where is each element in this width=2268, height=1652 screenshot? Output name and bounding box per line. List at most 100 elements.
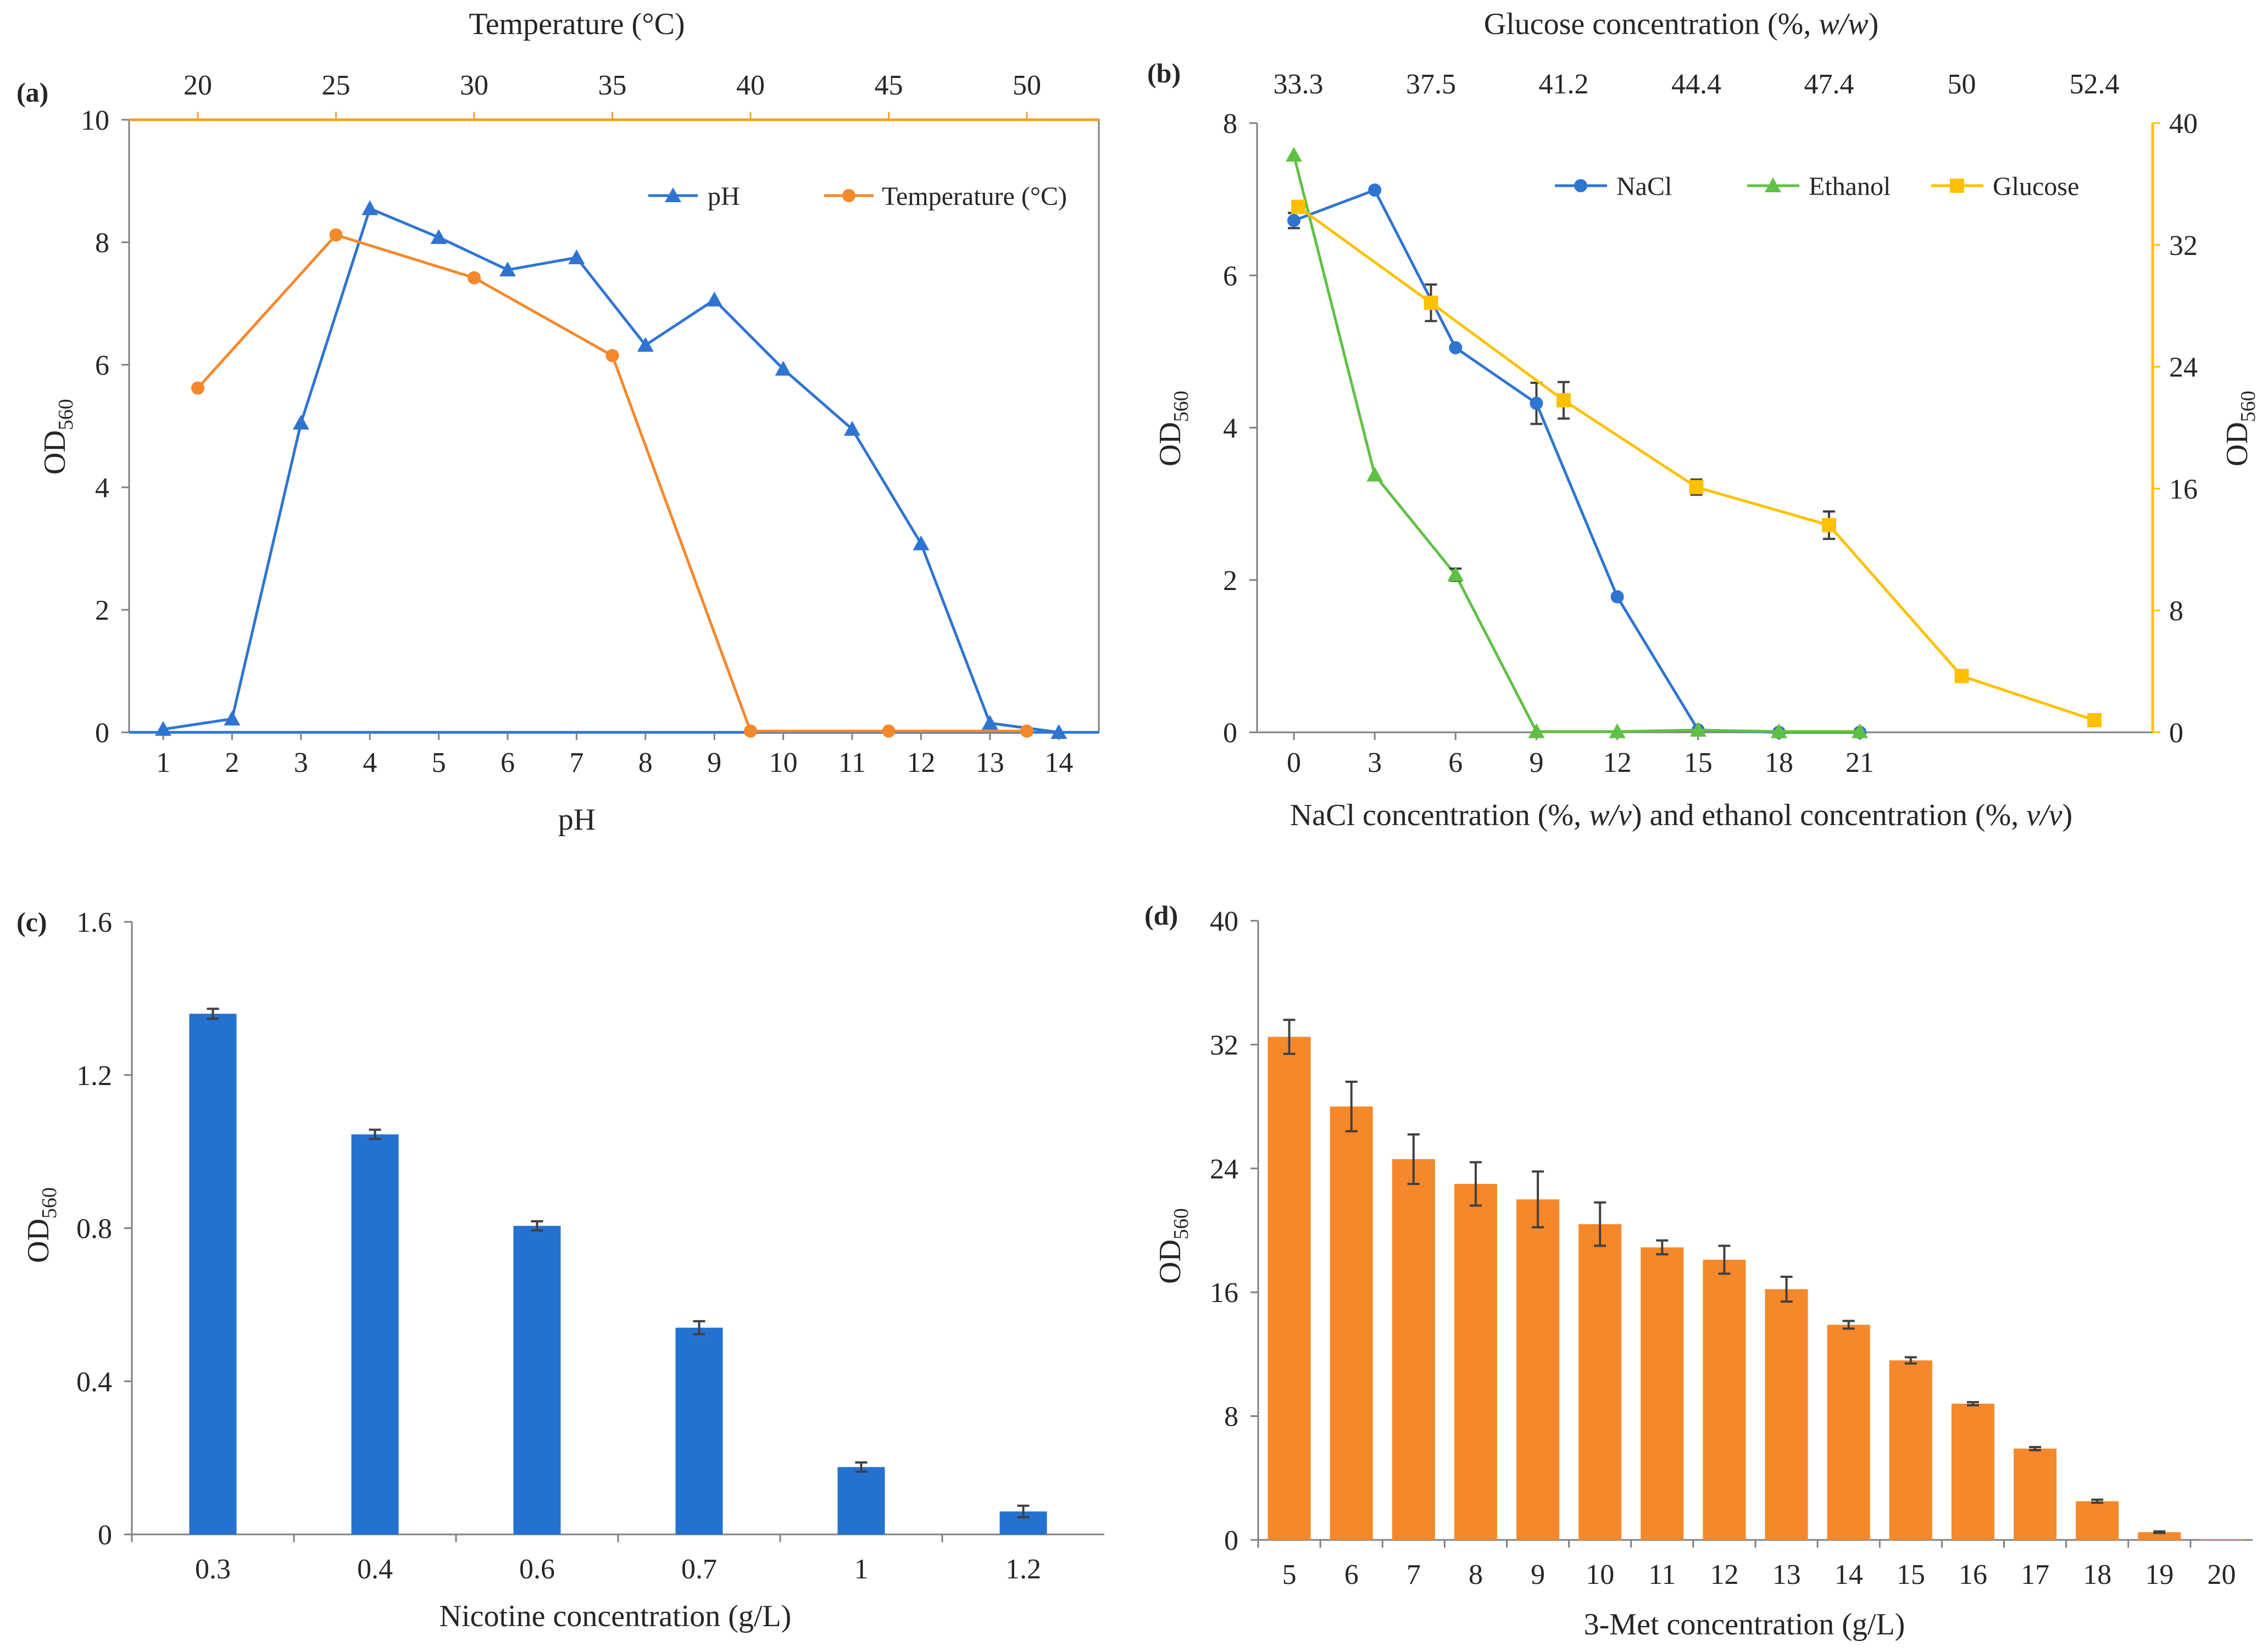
panel-a-plot-frame (128, 119, 1100, 733)
panel-c-errbar-4 (855, 1461, 868, 1473)
panel-a-top-tick-label: 50 (1013, 70, 1041, 101)
panel-a-x-tick-label: 14 (1044, 747, 1073, 778)
panel-d-errbar-13 (2091, 1498, 2104, 1504)
panel-b-top-tick-label: 52.4 (2070, 69, 2120, 100)
panel-a-point-1-2 (468, 271, 481, 285)
panel-b-point-2-5 (1954, 669, 1969, 683)
panel-c-y-tick-label: 0 (98, 1520, 112, 1551)
panel-b-top-tick-label: 33.3 (1274, 69, 1324, 100)
panel-d-errbar-14 (2153, 1530, 2166, 1534)
panel-b-point-0-0 (1287, 214, 1300, 227)
panel-b-top-axis-title: Glucose concentration (%, w/w) (1484, 7, 1878, 41)
panel-b-point-0-1 (1368, 183, 1382, 197)
panel-c-errbar-2 (531, 1220, 543, 1232)
panel-b-legend-label-2: Glucose (1993, 172, 2079, 201)
panel-d-x-tick-label-14: 19 (2145, 1559, 2174, 1590)
panel-b-point-2-2 (1557, 393, 1571, 408)
panel-b-x-tick-label: 18 (1765, 747, 1793, 778)
panel-c-label: (c) (16, 906, 47, 937)
panel-c-x-tick-label-5: 1.2 (1005, 1554, 1041, 1585)
panel-a-top-tick-label: 20 (184, 70, 212, 101)
panel-b-y-axis-label: OD560 (1153, 391, 1193, 466)
panel-c-bar-0 (189, 1014, 237, 1534)
panel-b-x-tick-label: 12 (1603, 747, 1632, 778)
panel-a-legend-label-temp: Temperature (°C) (882, 182, 1067, 211)
panel-b-legend-marker-1 (1765, 177, 1781, 192)
panel-d-y-tick-label: 24 (1210, 1154, 1238, 1185)
panel-a-y-axis-label: OD560 (38, 399, 77, 475)
panel-d-x-tick-label-4: 9 (1531, 1559, 1545, 1590)
panel-a-point-0-11 (913, 535, 930, 550)
panel-b-x-axis-label: NaCl concentration (%, w/v) and ethanol … (1290, 798, 2072, 832)
panel-c-errbar-1 (369, 1128, 381, 1141)
panel-b-top-tick-label: 41.2 (1539, 69, 1589, 100)
panel-d-bar-7 (1703, 1260, 1746, 1540)
panel-b-top-tick-label: 47.4 (1804, 69, 1854, 100)
panel-b-legend-marker-0 (1574, 179, 1587, 192)
panel-a-series-line-1 (197, 233, 1027, 733)
panel-d-bar-0 (1268, 1037, 1311, 1540)
panel-d-errbar-8 (1780, 1276, 1793, 1303)
panel-a-top-tick-label: 30 (460, 70, 488, 101)
panel-a-series-line-0 (163, 207, 1059, 734)
panel-d-bar-10 (1889, 1360, 1932, 1540)
panel-d-x-tick-label-6: 11 (1648, 1559, 1676, 1590)
panel-a-x-tick-label: 13 (976, 747, 1004, 778)
panel-b-x-tick-label: 3 (1368, 747, 1382, 778)
panel-a-point-1-5 (882, 724, 896, 738)
panel-a-y-tick-label: 8 (95, 227, 109, 259)
panel-a-point-0-5 (499, 262, 516, 277)
panel-c-x-axis-label: Nicotine concentration (g/L) (440, 1599, 792, 1633)
panel-b-y-tick-label: 8 (1223, 108, 1237, 140)
panel-d-bar-8 (1765, 1289, 1808, 1540)
panel-b-x-tick-label: 6 (1448, 747, 1463, 778)
panel-a-point-0-7 (637, 337, 654, 352)
panel-a-point-0-1 (224, 710, 241, 726)
panel-a-x-tick-label: 8 (638, 747, 653, 778)
panel-c-x-tick-label-2: 0.6 (519, 1554, 555, 1585)
panel-a-point-0-13 (1050, 724, 1068, 739)
panel-b-top-tick-label: 44.4 (1671, 69, 1721, 100)
panel-d-x-axis-label: 3-Met concentration (g/L) (1584, 1607, 1905, 1642)
panel-a-y-tick-label: 0 (95, 717, 109, 749)
panel-a-top-tick-label: 35 (598, 70, 627, 101)
panel-d-x-tick-label-13: 18 (2083, 1559, 2111, 1590)
panel-b-legend-label-0: NaCl (1616, 172, 1672, 201)
panel-b-point-2-4 (1822, 518, 1836, 532)
panel-c-x-tick-label-0: 0.3 (195, 1554, 231, 1585)
panel-d-bar-12 (2014, 1448, 2057, 1540)
panel-b-label: (b) (1147, 58, 1181, 88)
panel-d-y-tick-label: 16 (1210, 1277, 1238, 1309)
panel-d-bar-11 (1951, 1404, 1994, 1540)
panel-d-errbar-11 (1966, 1401, 1979, 1406)
panel-b-series-line-1 (1292, 154, 1860, 733)
panel-d-errbar-12 (2029, 1445, 2042, 1451)
panel-b-legend-label-1: Ethanol (1809, 172, 1891, 201)
panel-d-x-tick-label-0: 5 (1282, 1559, 1297, 1590)
panel-d-bar-6 (1641, 1247, 1684, 1540)
panel-d-x-tick-label-9: 14 (1835, 1559, 1863, 1590)
panel-a-point-0-4 (430, 229, 447, 244)
panel-a-y-tick-label: 6 (95, 350, 109, 381)
panel-b-y-tick-label: 6 (1223, 260, 1237, 292)
panel-a-x-tick-label: 5 (432, 747, 446, 778)
panel-a-top-tick-label: 25 (322, 70, 351, 101)
panel-d-errbar-2 (1407, 1133, 1420, 1185)
panel-d-bar-13 (2076, 1501, 2119, 1540)
panel-d-x-tick-label-5: 10 (1586, 1559, 1614, 1590)
panel-a-point-0-8 (706, 291, 723, 307)
panel-c-y-axis-label: OD560 (21, 1187, 61, 1263)
panel-b-point-0-3 (1530, 397, 1543, 410)
panel-b-y-tick-label: 2 (1223, 565, 1237, 597)
panel-a-point-1-4 (744, 724, 757, 738)
panel-d-x-tick-label-10: 15 (1897, 1559, 1925, 1590)
panel-c-y-tick-label: 0.8 (76, 1214, 112, 1245)
panel-b-y2-tick-label: 16 (2169, 474, 2198, 505)
panel-a-x-tick-label: 7 (569, 747, 583, 778)
panel-c: (c) Nicotine concentration (g/L) OD560 0… (16, 906, 1104, 1633)
panel-a-y-tick-label: 2 (95, 595, 109, 626)
panel-a-point-0-0 (155, 721, 171, 736)
panel-d-x-tick-label-3: 8 (1469, 1559, 1483, 1590)
panel-a-point-1-3 (605, 349, 619, 363)
